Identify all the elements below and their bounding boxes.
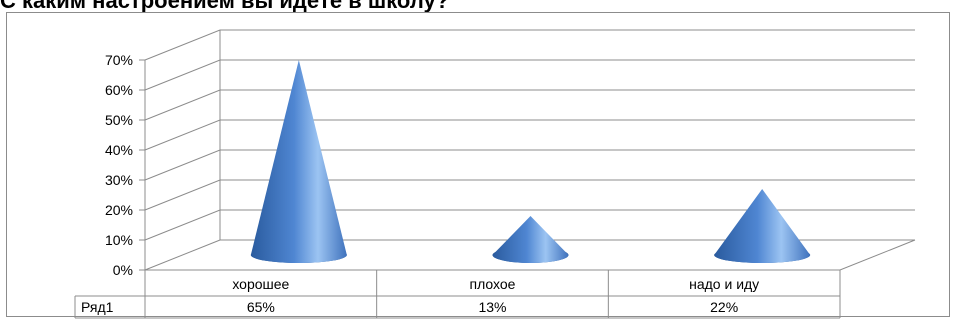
y-tick-label: 70% xyxy=(105,52,133,68)
gridline xyxy=(145,150,915,180)
category-label: плохое xyxy=(470,276,516,292)
cone-2 xyxy=(714,189,810,263)
y-tick-label: 10% xyxy=(105,232,133,248)
gridline xyxy=(145,30,915,60)
gridline xyxy=(145,240,220,270)
data-label: 65% xyxy=(247,299,275,315)
category-label: надо и иду xyxy=(689,276,759,292)
y-tick-label: 0% xyxy=(113,262,133,278)
cone-body xyxy=(714,189,810,263)
data-label: 22% xyxy=(710,299,738,315)
category-label: хорошее xyxy=(232,276,289,292)
gridline xyxy=(145,120,915,150)
series-name: Ряд1 xyxy=(81,299,114,315)
y-tick-label: 50% xyxy=(105,112,133,128)
gridline xyxy=(145,60,915,90)
y-tick-label: 20% xyxy=(105,202,133,218)
gridline xyxy=(145,180,915,210)
gridline xyxy=(145,90,915,120)
data-table: Ряд1 хорошее 65% плохое 13% надо и иду 22% xyxy=(75,270,840,318)
data-label: 13% xyxy=(478,299,506,315)
y-tick-label: 40% xyxy=(105,142,133,158)
y-axis: 0% 10% 20% 30% 40% 50% 60% 70% xyxy=(105,52,133,278)
y-tick-label: 60% xyxy=(105,82,133,98)
y-tick-label: 30% xyxy=(105,172,133,188)
